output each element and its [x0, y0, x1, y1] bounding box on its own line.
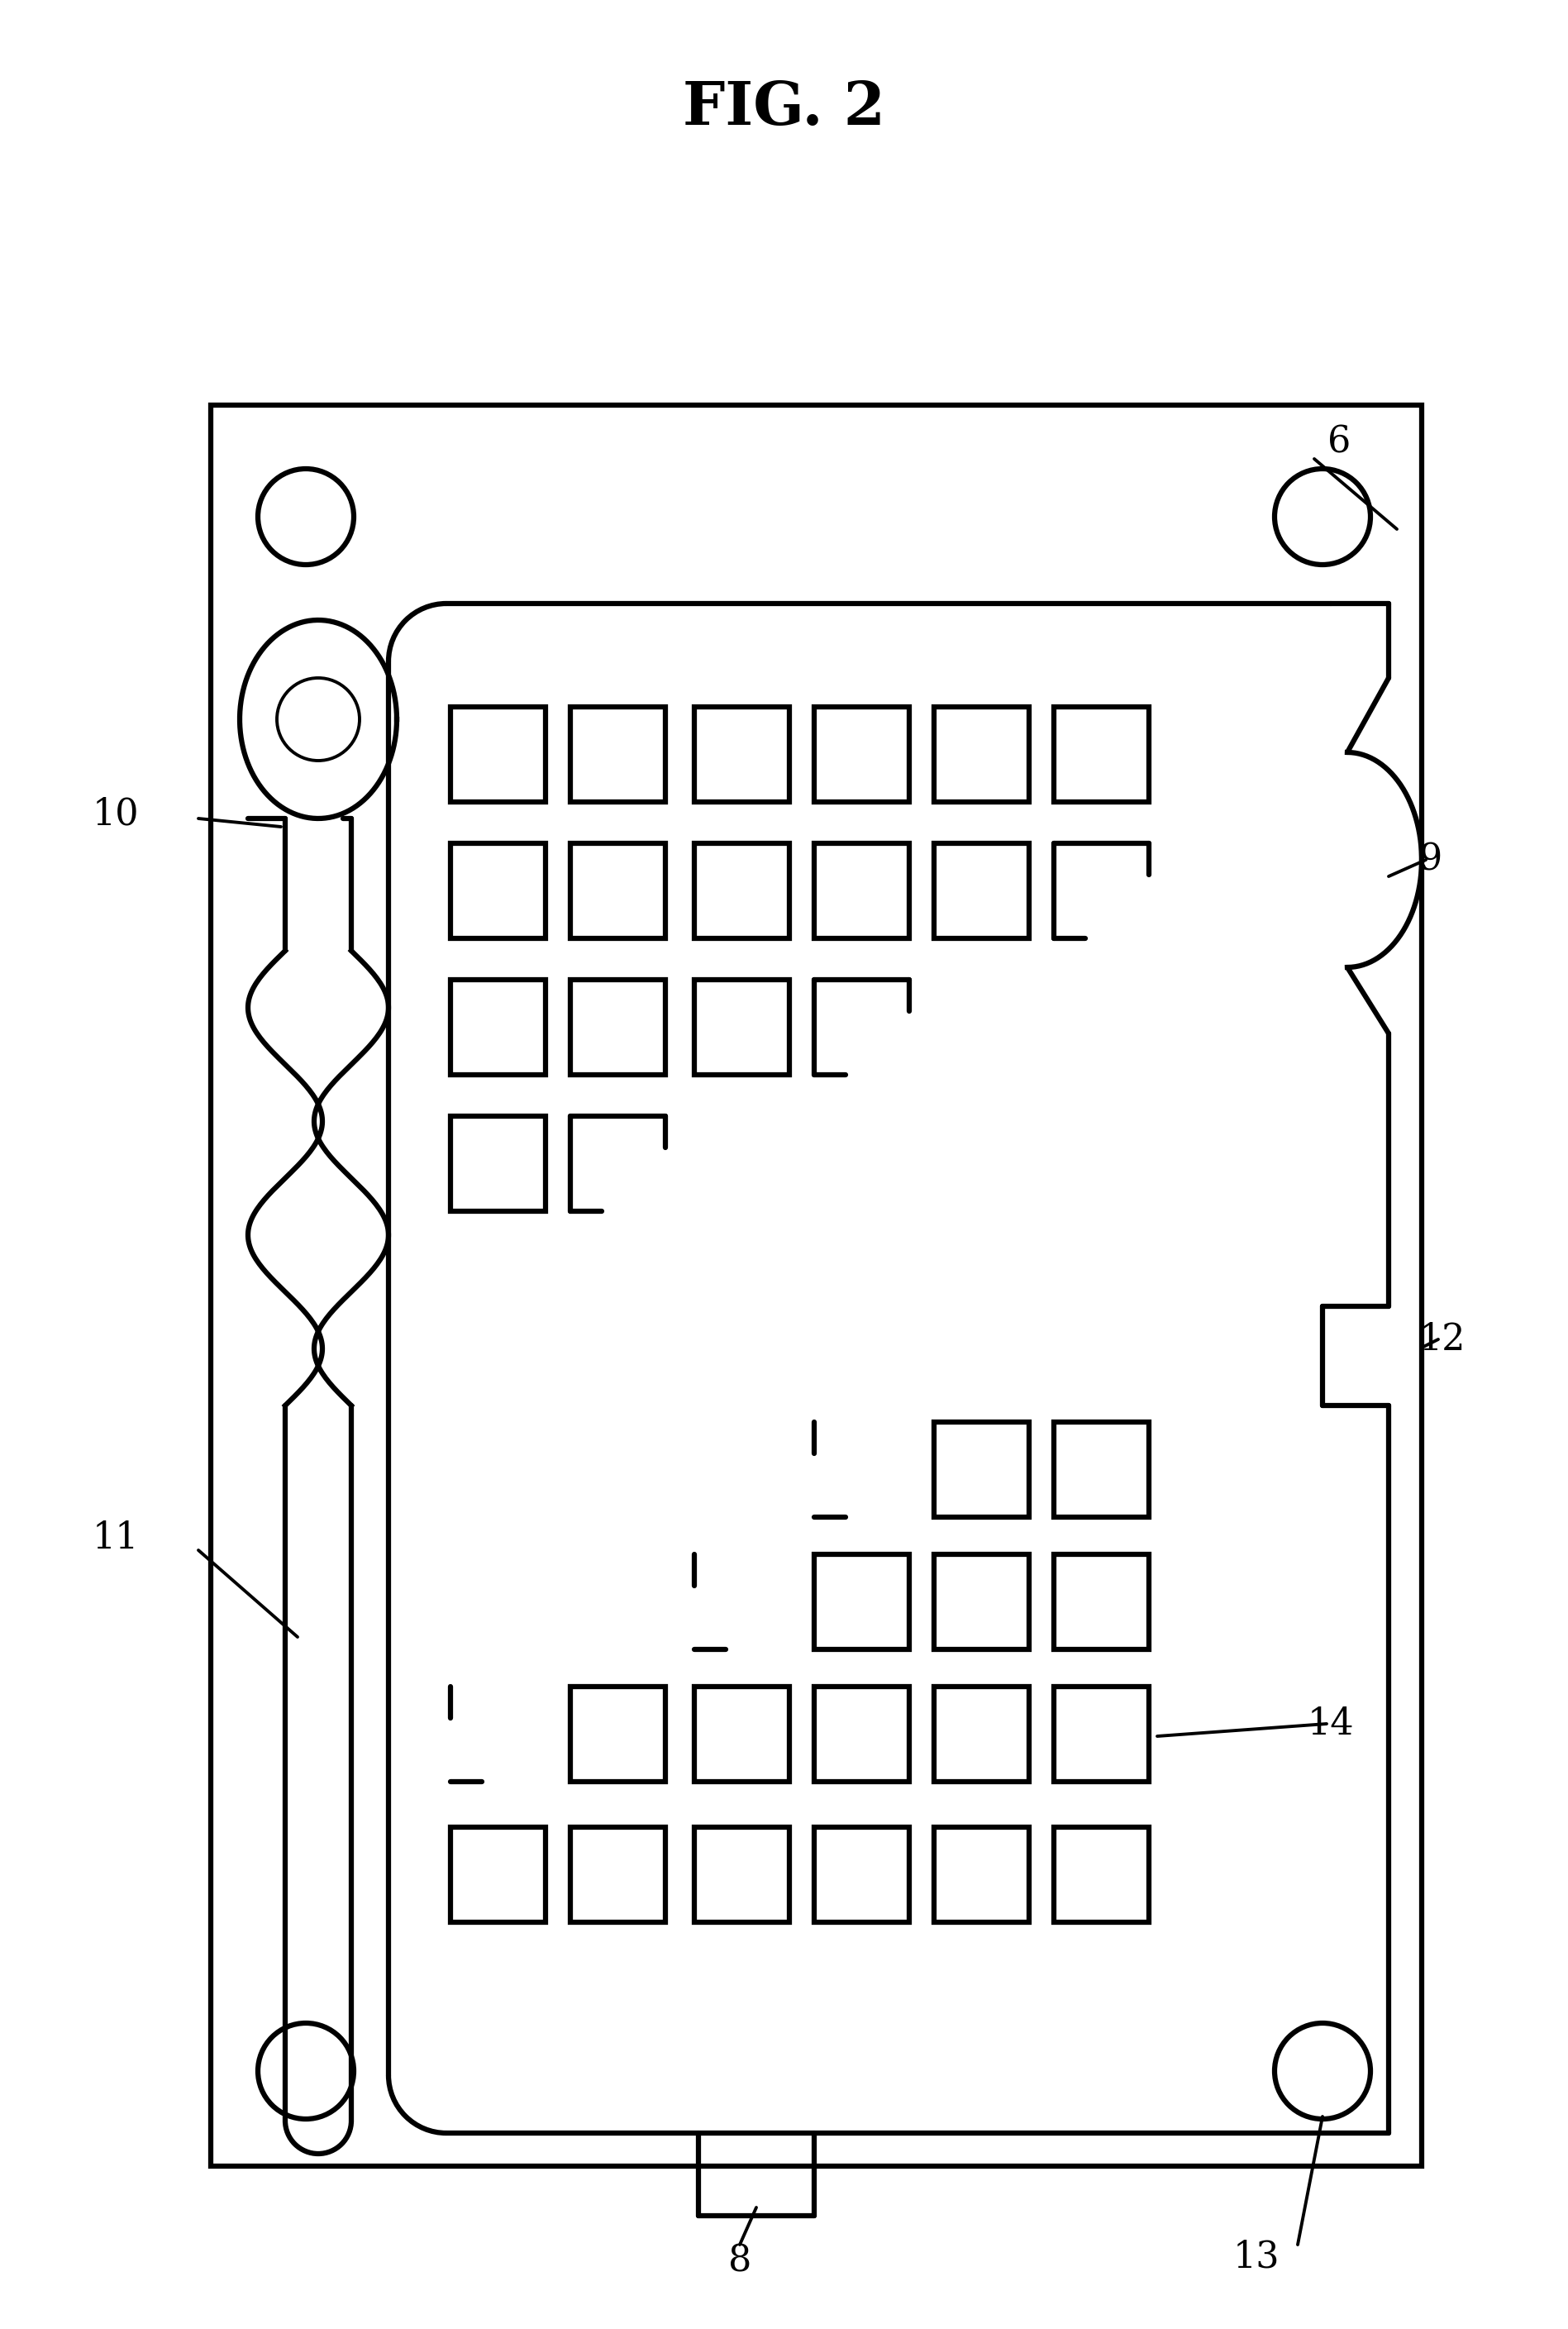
Text: 12: 12 — [1419, 1321, 1466, 1358]
Text: 11: 11 — [93, 1521, 140, 1556]
Bar — [571, 708, 665, 801]
Bar — [571, 843, 665, 939]
Bar — [210, 405, 1422, 2166]
Bar — [1054, 1828, 1149, 1921]
Bar — [935, 1686, 1029, 1782]
Bar — [695, 843, 789, 939]
Bar — [814, 708, 909, 801]
Text: 14: 14 — [1308, 1705, 1355, 1742]
Text: FIG. 2: FIG. 2 — [682, 79, 884, 137]
Bar — [695, 981, 789, 1074]
Bar — [695, 1828, 789, 1921]
Bar — [935, 708, 1029, 801]
Text: 6: 6 — [1328, 424, 1350, 461]
Bar — [450, 1828, 546, 1921]
Bar — [450, 1116, 546, 1211]
Bar — [1054, 1553, 1149, 1649]
Bar — [935, 843, 1029, 939]
Bar — [695, 708, 789, 801]
Bar — [935, 1553, 1029, 1649]
Bar — [1054, 1423, 1149, 1516]
Bar — [814, 1553, 909, 1649]
Bar — [1054, 708, 1149, 801]
Bar — [450, 708, 546, 801]
Bar — [450, 981, 546, 1074]
Text: 13: 13 — [1232, 2238, 1279, 2275]
Bar — [571, 981, 665, 1074]
Bar — [814, 843, 909, 939]
Bar — [814, 1828, 909, 1921]
Bar — [571, 1686, 665, 1782]
Bar — [571, 1828, 665, 1921]
Bar — [935, 1423, 1029, 1516]
Bar — [695, 1686, 789, 1782]
Bar — [450, 843, 546, 939]
Bar — [1054, 1686, 1149, 1782]
Bar — [814, 1686, 909, 1782]
Text: 10: 10 — [93, 797, 140, 831]
Bar — [935, 1828, 1029, 1921]
Text: 9: 9 — [1419, 843, 1441, 878]
Text: 8: 8 — [728, 2243, 751, 2280]
